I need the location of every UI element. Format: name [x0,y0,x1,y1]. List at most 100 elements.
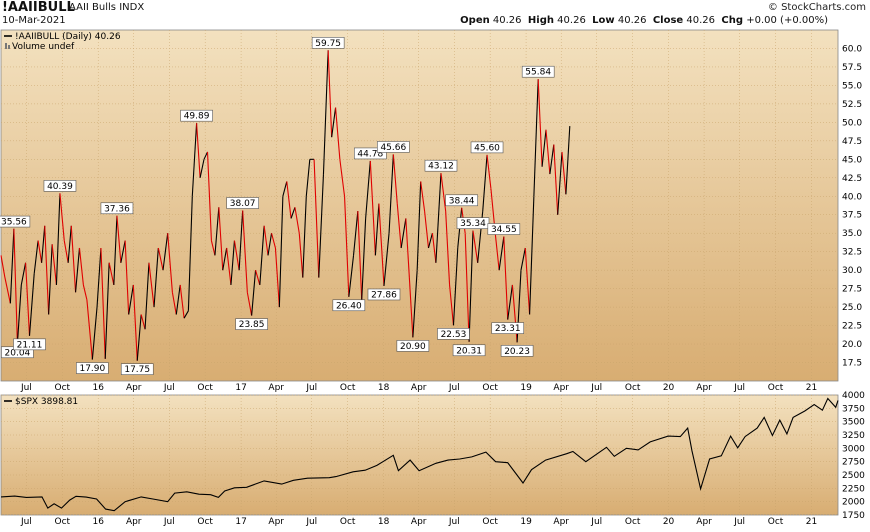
value-callout: 17.75 [120,363,154,375]
value-callout: 26.40 [332,299,366,311]
x-tick-label: 16 [92,517,104,527]
value-callout: 20.90 [396,340,430,352]
series-segment [96,247,102,308]
open-value: 40.26 [492,15,522,26]
y-tick-label: 2000 [842,498,865,508]
value-callout: 27.86 [367,288,401,300]
open-label: Open [460,15,490,26]
series-segment [374,203,380,256]
series-segment [298,233,304,278]
value-callout: 17.90 [76,362,109,374]
series-segment [214,207,220,256]
series-segment [28,273,35,336]
series-segment [55,193,61,285]
series-segment [59,193,65,241]
callout-box [13,338,46,351]
low-label: Low [592,15,615,26]
value-callout: 40.39 [43,180,77,192]
series-segment [494,233,500,271]
y-tick-label: 42.5 [842,174,862,184]
series-segment [427,233,433,249]
series-segment [199,159,205,178]
symbol-type: INDX [119,2,145,13]
callout-label: 37.36 [104,204,130,214]
value-callout: 35.56 [0,215,31,228]
series-segment [294,207,300,234]
series-segment [20,262,27,286]
x-tick-label: 21 [806,517,817,527]
series-segment [549,144,555,175]
panel-bottom: 1750 2000 2250 2500 2750 3000 3250 3500 3750 4000… [0,391,865,527]
high-label: High [527,15,554,26]
y-tick-label: 32.5 [842,248,862,258]
series-segment [210,240,216,256]
series-segment [4,277,11,304]
series-segment [357,211,363,300]
value-callout: 49.89 [180,109,213,122]
series-segment [553,144,559,215]
series-segment [274,247,280,308]
y-tick-label: 30.0 [842,266,862,276]
series-segment [255,270,261,286]
x-tick-label: Oct [625,517,641,527]
series-segment [16,284,22,344]
series-segment [507,284,513,320]
series-segment [44,225,50,315]
series-segment [100,247,106,359]
callout-label: 59.75 [315,39,341,49]
value-callout: 37.36 [100,202,134,214]
y-tick-label: 2250 [842,484,865,494]
x-tick-label: 21 [806,383,817,393]
value-callout: 20.23 [500,345,534,357]
x-tick-label: 18 [378,517,390,527]
panel-top: 17.5 20.0 22.5 25.0 27.5 30.0 32.5 35.0 37.5 40.0… [0,29,862,393]
x-tick-label: Jul [305,383,317,393]
series-segment [140,314,146,330]
x-tick-label: 17 [235,383,246,393]
value-callout: 21.11 [13,338,46,351]
series-segment [187,196,193,311]
y-tick-label: 57.5 [842,63,862,73]
x-tick-label: 17 [235,517,246,527]
callout-label: 34.55 [491,225,517,235]
series-segment [157,247,164,271]
series-segment [302,196,307,278]
series-segment [369,160,376,256]
series-segment [424,210,430,249]
series-segment [383,233,390,287]
series-segment [416,181,422,271]
callout-box [396,340,430,352]
series-segment [533,79,539,197]
series-segment [339,159,346,197]
x-tick-label: Oct [197,517,213,527]
x-tick-label: Oct [625,383,641,393]
x-tick-label: Jul [20,517,32,527]
x-tick-label: Jul [163,383,175,393]
series-segment [120,240,126,263]
callout-box [424,159,458,172]
y-tick-label: 35.0 [842,229,862,239]
value-callout: 43.12 [424,159,458,172]
x-tick-label: Jul [590,383,602,393]
series-segment [537,79,543,167]
series-segment [136,314,142,361]
series-segment [196,123,201,178]
x-tick-label: 19 [520,383,532,393]
series-segment [70,225,77,293]
x-tick-label: Oct [340,383,356,393]
callout-box [43,180,77,192]
value-callout: 23.31 [491,322,525,334]
callout-box [377,141,410,153]
x-tick-label: Jul [733,517,745,527]
callout-box [445,194,478,207]
y-tick-label: 47.5 [842,137,862,147]
series-segment [352,210,359,256]
series-segment [82,284,88,300]
series-segment [449,284,455,326]
callout-box [456,217,490,229]
x-tick-label: Oct [768,383,784,393]
callout-box [491,322,525,334]
x-tick-label: Apr [268,517,284,527]
series-segment [25,262,31,336]
x-tick-label: 16 [92,383,104,393]
